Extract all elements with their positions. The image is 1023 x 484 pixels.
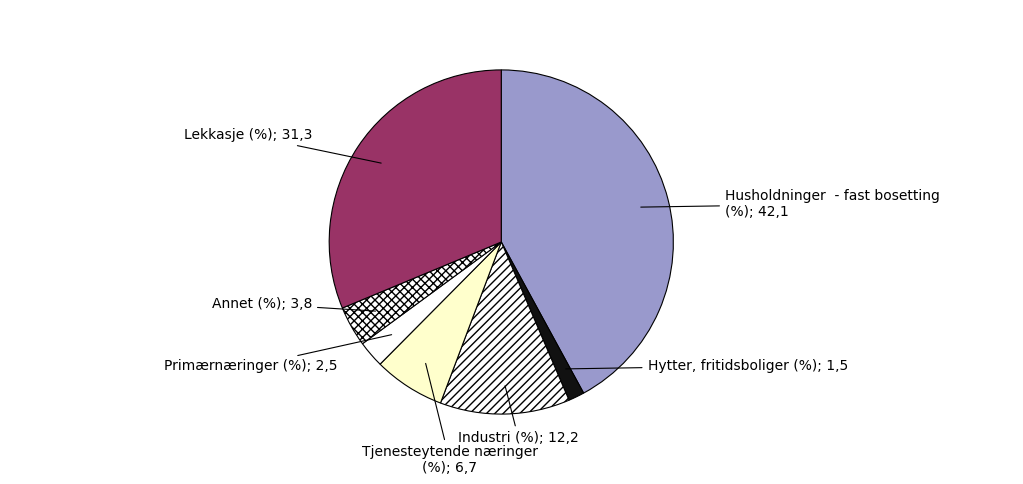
Text: Tjenesteytende næringer
(%); 6,7: Tjenesteytende næringer (%); 6,7 (362, 363, 538, 475)
Text: Husholdninger  - fast bosetting
(%); 42,1: Husholdninger - fast bosetting (%); 42,1 (640, 189, 940, 219)
Text: Industri (%); 12,2: Industri (%); 12,2 (458, 386, 579, 445)
Wedge shape (362, 242, 501, 364)
Wedge shape (381, 242, 501, 403)
Wedge shape (329, 70, 501, 308)
Text: Annet (%); 3,8: Annet (%); 3,8 (212, 297, 375, 311)
Wedge shape (441, 242, 569, 414)
Text: Hytter, fritidsboliger (%); 1,5: Hytter, fritidsboliger (%); 1,5 (566, 359, 848, 373)
Wedge shape (501, 70, 673, 393)
Text: Lekkasje (%); 31,3: Lekkasje (%); 31,3 (183, 128, 382, 163)
Text: Primærnæringer (%); 2,5: Primærnæringer (%); 2,5 (165, 334, 392, 373)
Wedge shape (501, 242, 584, 400)
Wedge shape (343, 242, 501, 344)
